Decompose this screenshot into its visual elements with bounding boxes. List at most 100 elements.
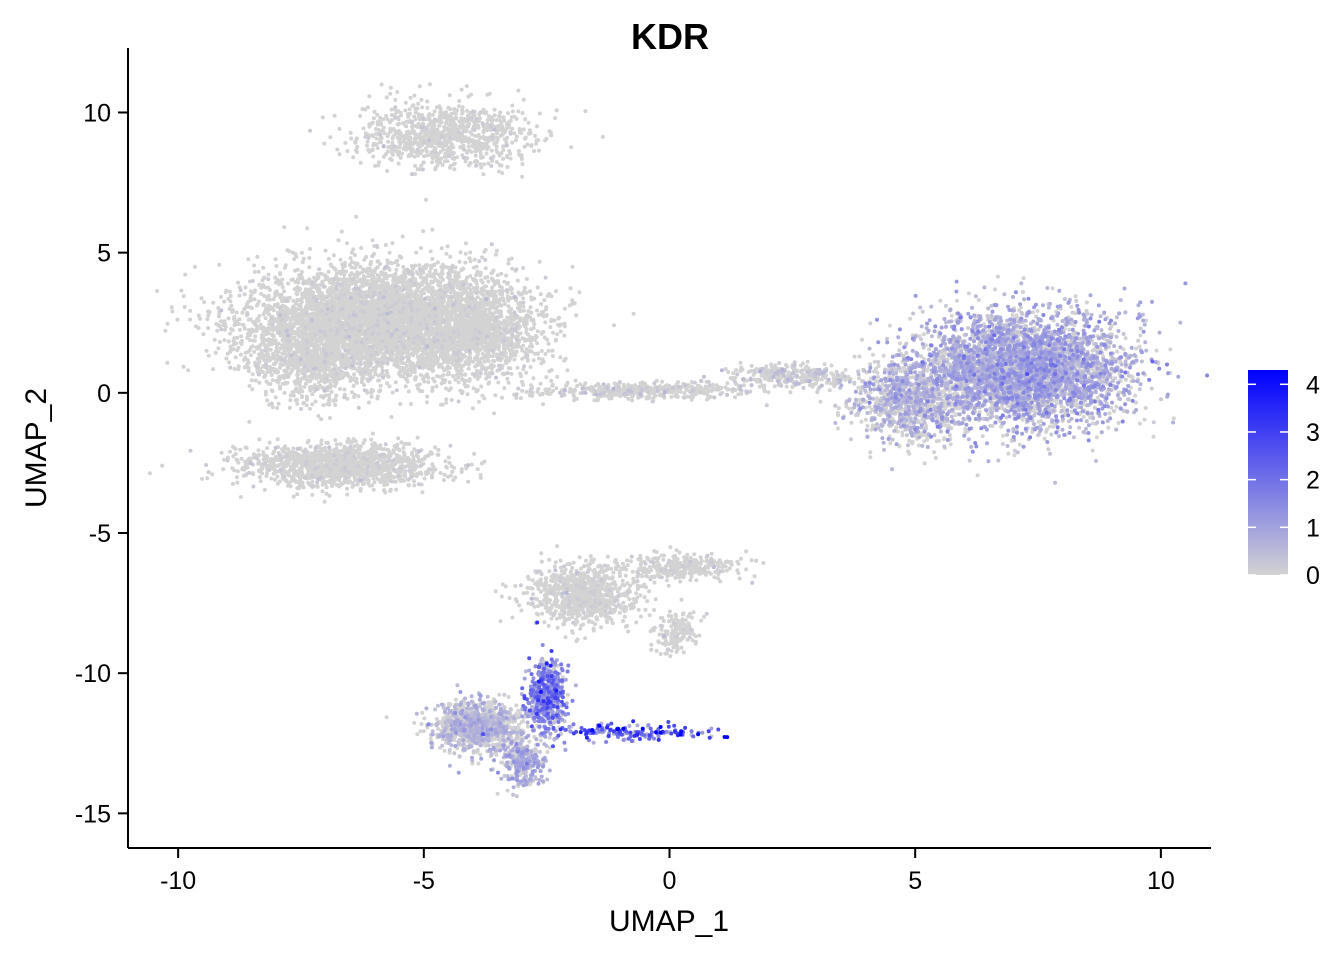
cell-point [544,305,549,310]
cell-point [369,394,374,399]
cell-point [464,290,469,295]
cell-point [320,115,325,120]
cell-point [170,309,175,314]
cell-point [583,109,588,114]
cell-point [370,306,375,311]
cell-point [535,308,540,313]
cell-point [449,119,454,124]
cell-point [313,399,318,404]
cell-point [340,268,345,273]
cell-point [448,163,453,168]
cell-point [390,390,395,395]
cell-point [482,396,487,401]
cell-point [498,118,503,123]
cell-point [459,116,464,121]
cell-point [155,289,160,293]
cell-point [389,158,394,162]
cell-point [395,135,400,140]
cell-point [506,111,510,116]
cell-point [448,254,453,259]
cell-point [377,129,382,133]
cell-point [366,105,370,110]
cell-point [452,107,457,112]
cell-point [227,289,232,294]
cell-point [493,252,498,257]
cell-point [464,84,469,89]
cell-point [267,288,272,292]
cell-point [429,279,434,284]
cell-point [412,154,417,159]
cell-point [237,327,242,332]
cell-point [438,116,443,121]
cell-point [457,259,462,264]
cell-point [385,381,390,386]
cell-point [454,306,459,311]
cell-point [398,155,403,160]
cell-point [396,117,401,122]
cell-point [495,150,500,155]
cell-point [492,141,497,146]
cell-point [429,133,434,138]
cell-point [353,265,358,270]
cell-point [372,109,377,114]
cell-point [361,126,366,131]
cell-point [476,123,481,128]
cell-point [413,123,418,128]
cell-point [408,131,413,136]
cell-point [478,148,483,153]
cell-point [375,112,380,117]
cell-point [358,264,363,269]
cell-point [515,278,520,283]
cell-point [456,274,461,279]
cell-point [463,251,468,256]
cell-point [544,136,549,141]
cell-point [356,394,361,399]
cell-point [387,384,392,389]
cell-point [484,151,489,156]
cell-point [358,278,362,282]
cell-point [305,226,310,231]
cell-point [430,227,435,232]
cell-point [292,287,297,292]
cell-point [342,272,347,277]
cell-point [425,105,430,110]
cell-point [193,324,198,329]
cell-point [205,317,210,322]
cell-point [444,110,449,115]
cell-point [465,150,470,155]
cell-point [410,104,415,108]
cell-point [430,160,435,165]
cell-point [487,91,492,96]
cell-point [516,149,521,154]
cell-point [430,123,435,128]
cell-point [387,250,392,255]
cell-point [418,167,422,172]
cell-point [228,294,233,298]
cell-point [201,332,206,337]
cell-point [271,297,276,302]
cell-point [570,298,575,303]
cell-point [355,150,360,155]
cell-point [390,136,395,141]
cell-point [504,126,509,131]
cell-point [384,114,389,118]
cell-point [444,251,449,256]
cell-point [366,274,371,278]
cell-point [488,117,493,122]
cell-point [408,140,412,145]
cell-point [447,93,452,98]
cell-point [465,113,470,118]
cell-point [454,116,458,121]
cell-point [323,273,327,278]
cell-point [528,289,532,294]
cell-point [517,128,522,132]
cell-point [418,275,423,280]
cell-point [539,349,544,353]
cell-point [475,285,480,289]
cell-point [358,160,363,165]
cell-point [519,157,524,161]
cell-point [398,402,403,406]
cell-point [421,154,426,159]
cell-point [490,270,495,275]
cell-point [370,120,375,125]
